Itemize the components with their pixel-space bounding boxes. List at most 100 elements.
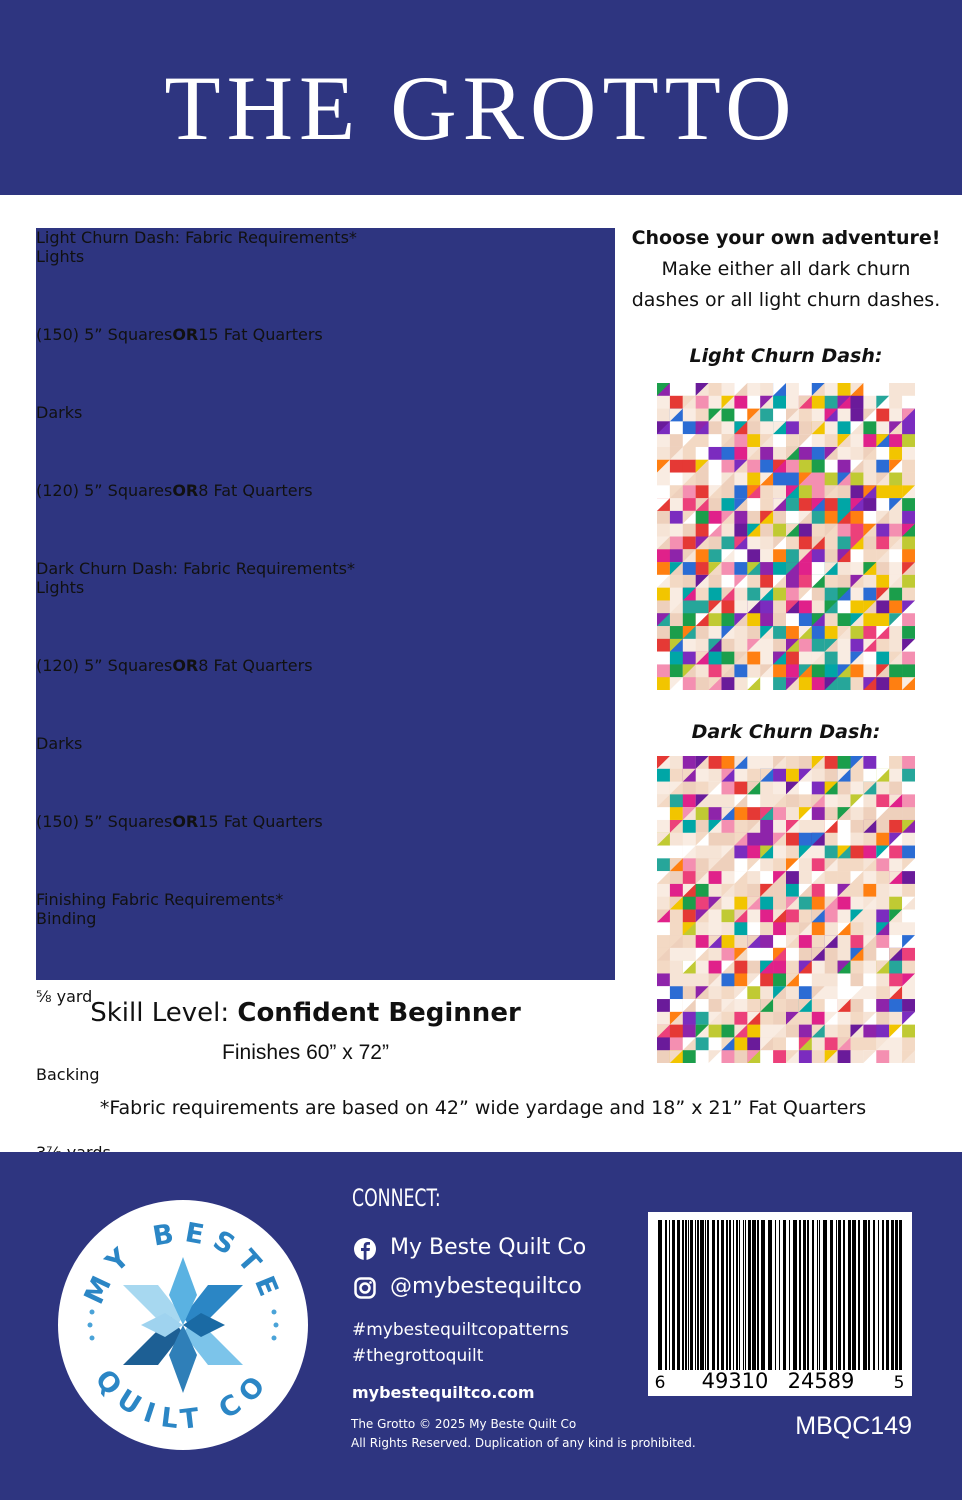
quilt-triangle bbox=[786, 896, 799, 910]
quilt-patch bbox=[669, 922, 684, 936]
quilt-patch bbox=[773, 523, 787, 537]
quilt-patch bbox=[786, 845, 800, 859]
quilt-patch bbox=[811, 510, 825, 525]
quilt-patch bbox=[837, 677, 851, 690]
quilt-patch bbox=[902, 807, 915, 821]
barcode-bar bbox=[682, 1220, 684, 1370]
quilt-patch bbox=[863, 986, 877, 1000]
quilt-patch bbox=[889, 395, 903, 409]
quilt-triangle bbox=[721, 768, 735, 782]
barcode-bar bbox=[739, 1220, 740, 1370]
quilt-patch bbox=[850, 922, 864, 936]
quilt-patch bbox=[786, 510, 800, 525]
quilt-patch bbox=[824, 574, 838, 588]
quilt-patch bbox=[747, 664, 761, 678]
quilt-patch bbox=[669, 472, 684, 486]
quilt-patch bbox=[760, 574, 774, 588]
quilt-patch bbox=[708, 986, 722, 1000]
barcode-bar bbox=[672, 1220, 675, 1370]
quilt-triangle bbox=[811, 756, 825, 769]
quilt-triangle bbox=[708, 677, 722, 690]
barcode-digit: 24589 bbox=[788, 1369, 855, 1393]
quilt-patch bbox=[773, 858, 787, 872]
quilt-patch bbox=[811, 408, 825, 422]
quilt-patch bbox=[734, 434, 748, 448]
quilt-triangle bbox=[798, 960, 812, 974]
quilt-triangle bbox=[786, 485, 799, 499]
quilt-patch bbox=[786, 574, 800, 588]
quilt-patch bbox=[889, 999, 903, 1013]
quilt-patch bbox=[682, 781, 696, 795]
quilt-patch bbox=[876, 819, 890, 834]
quilt-patch bbox=[747, 768, 761, 782]
quilt-patch bbox=[708, 536, 722, 550]
barcode-bar bbox=[775, 1220, 776, 1370]
quilt-patch bbox=[824, 536, 838, 550]
quilt-patch bbox=[747, 1024, 761, 1038]
quilt-patch bbox=[889, 510, 903, 525]
quilt-triangle bbox=[889, 1024, 903, 1038]
quilt-patch bbox=[669, 768, 684, 782]
quilt-patch bbox=[837, 638, 851, 652]
barcode-bar bbox=[685, 1220, 687, 1370]
row-label: Darks bbox=[36, 734, 83, 753]
quilt-patch bbox=[837, 896, 851, 910]
quilt-patch bbox=[863, 807, 877, 821]
quilt-patch bbox=[747, 922, 761, 936]
quilt-patch bbox=[760, 651, 774, 665]
quilt-patch bbox=[786, 960, 800, 974]
quilt-patch bbox=[695, 883, 709, 898]
quilt-patch bbox=[889, 768, 903, 782]
quilt-triangle bbox=[824, 1050, 838, 1063]
quilt-patch bbox=[695, 858, 709, 872]
quilt-patch bbox=[889, 858, 903, 872]
quilt-patch bbox=[657, 446, 671, 461]
facebook-link[interactable]: My Beste Quilt Co bbox=[390, 1235, 587, 1260]
quilt-patch bbox=[773, 677, 787, 690]
quilt-patch bbox=[669, 999, 684, 1013]
quilt-patch bbox=[876, 832, 890, 846]
quilt-patch bbox=[695, 922, 709, 936]
quilt-patch bbox=[863, 421, 877, 435]
quilt-patch bbox=[863, 574, 877, 588]
quilt-patch bbox=[889, 600, 903, 614]
quilt-patch bbox=[786, 395, 800, 409]
quilt-patch bbox=[876, 756, 890, 770]
quilt-patch bbox=[850, 549, 864, 563]
adventure-line: Make either all dark churn bbox=[661, 258, 911, 280]
quilt-patch bbox=[669, 807, 684, 821]
quilt-patch bbox=[708, 498, 722, 512]
instagram-link[interactable]: @mybestequiltco bbox=[390, 1274, 582, 1299]
quilt-patch bbox=[837, 651, 851, 665]
barcode-bar bbox=[768, 1220, 772, 1370]
quilt-patch bbox=[721, 871, 735, 885]
quilt-patch bbox=[708, 1024, 722, 1038]
quilt-patch bbox=[708, 574, 722, 588]
barcode-bar bbox=[895, 1220, 898, 1370]
website[interactable]: mybestequiltco.com bbox=[352, 1383, 535, 1402]
quilt-patch bbox=[708, 909, 722, 923]
quilt-triangle bbox=[682, 807, 696, 820]
value-text: (120) 5” Squares bbox=[36, 481, 173, 500]
quilt-patch bbox=[657, 638, 671, 652]
barcode-bar bbox=[757, 1220, 759, 1370]
quilt-patch bbox=[747, 510, 761, 525]
quilt-patch bbox=[824, 626, 838, 640]
quilt-patch bbox=[734, 781, 748, 795]
barcode-bar bbox=[891, 1220, 894, 1370]
quilt-patch bbox=[734, 845, 748, 859]
quilt-triangle bbox=[837, 883, 851, 897]
quilt-patch bbox=[734, 446, 748, 461]
section-heading: Finishing Fabric Requirements* bbox=[36, 890, 284, 909]
quilt-patch bbox=[837, 613, 851, 627]
quilt-patch bbox=[824, 459, 838, 473]
quilt-triangle bbox=[811, 574, 825, 588]
quilt-patch bbox=[682, 973, 696, 987]
quilt-triangle bbox=[824, 638, 838, 652]
barcode-bar bbox=[748, 1220, 751, 1370]
quilt-caption: Dark Churn Dash: bbox=[691, 721, 881, 743]
quilt-patch bbox=[798, 383, 813, 397]
quilt-triangle bbox=[798, 395, 812, 409]
quilt-patch bbox=[747, 421, 761, 435]
quilt-patch bbox=[798, 651, 813, 665]
